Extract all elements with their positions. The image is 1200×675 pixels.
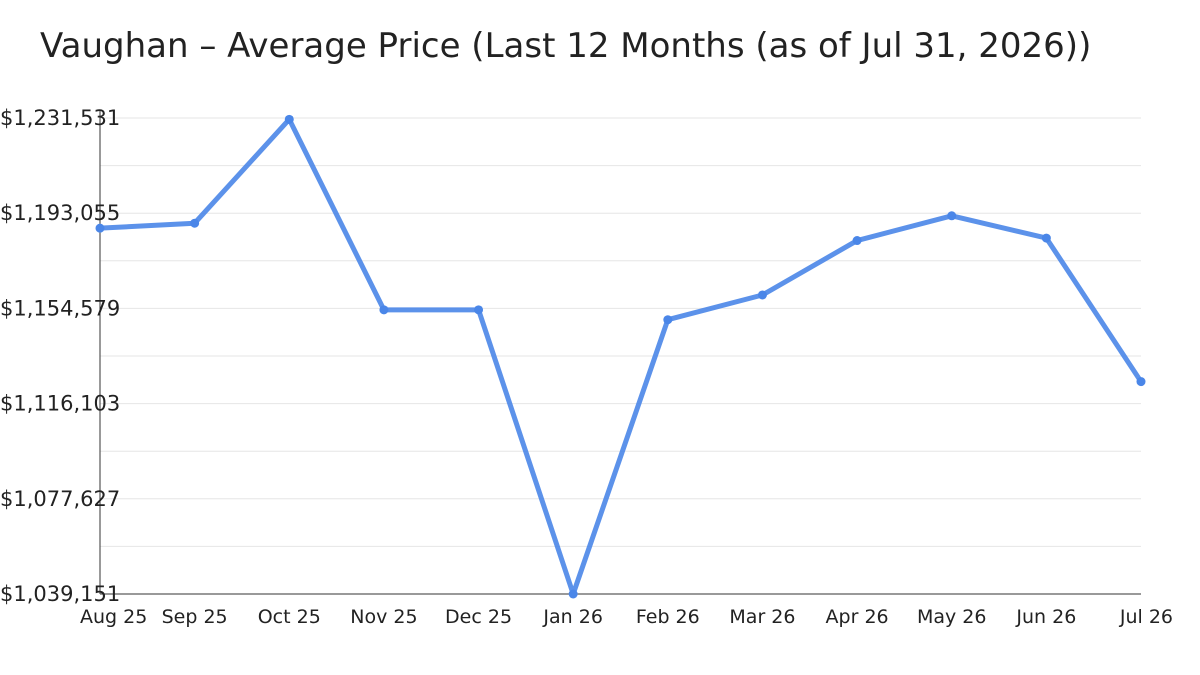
data-point	[474, 305, 484, 315]
data-point	[95, 223, 105, 233]
data-point	[947, 211, 957, 221]
x-tick-label: Jan 26	[542, 606, 603, 628]
data-point	[379, 305, 389, 315]
y-tick-label: $1,154,579	[0, 296, 120, 320]
data-point	[568, 589, 578, 599]
x-tick-label: Feb 26	[636, 606, 700, 628]
gridlines	[100, 117, 1141, 547]
x-tick-label: Aug 25	[80, 606, 147, 628]
y-tick-labels: $1,039,151 $1,077,627 $1,116,103 $1,154,579…	[0, 106, 120, 606]
y-tick-label: $1,193,055	[0, 201, 120, 225]
x-tick-labels: Aug 25 Sep 25 Oct 25 Nov 25 Dec 25 Jan 26 Feb …	[80, 606, 1173, 628]
data-point	[757, 290, 767, 300]
x-tick-label: Jun 26	[1015, 606, 1076, 628]
series-line	[97, 116, 1144, 597]
data-point	[663, 315, 673, 325]
x-tick-label: Mar 26	[729, 606, 795, 628]
x-tick-label: Jul 26	[1119, 606, 1173, 628]
x-tick-label: Sep 25	[162, 606, 228, 628]
x-tick-label: May 26	[917, 606, 987, 628]
x-tick-label: Oct 25	[258, 606, 321, 628]
chart-title: Vaughan – Average Price (Last 12 Months …	[40, 26, 1092, 66]
y-tick-label: $1,039,151	[0, 582, 120, 606]
data-point	[852, 236, 862, 246]
data-point	[284, 114, 294, 124]
data-point	[1136, 377, 1146, 387]
x-tick-label: Dec 25	[445, 606, 512, 628]
axes	[99, 110, 1141, 595]
y-tick-label: $1,077,627	[0, 487, 120, 511]
series-layer	[95, 114, 1146, 599]
x-tick-label: Nov 25	[350, 606, 417, 628]
x-tick-label: Apr 26	[826, 606, 889, 628]
y-tick-label: $1,231,531	[0, 106, 120, 130]
data-point	[190, 218, 200, 228]
data-point	[1041, 233, 1051, 243]
y-tick-label: $1,116,103	[0, 392, 120, 416]
